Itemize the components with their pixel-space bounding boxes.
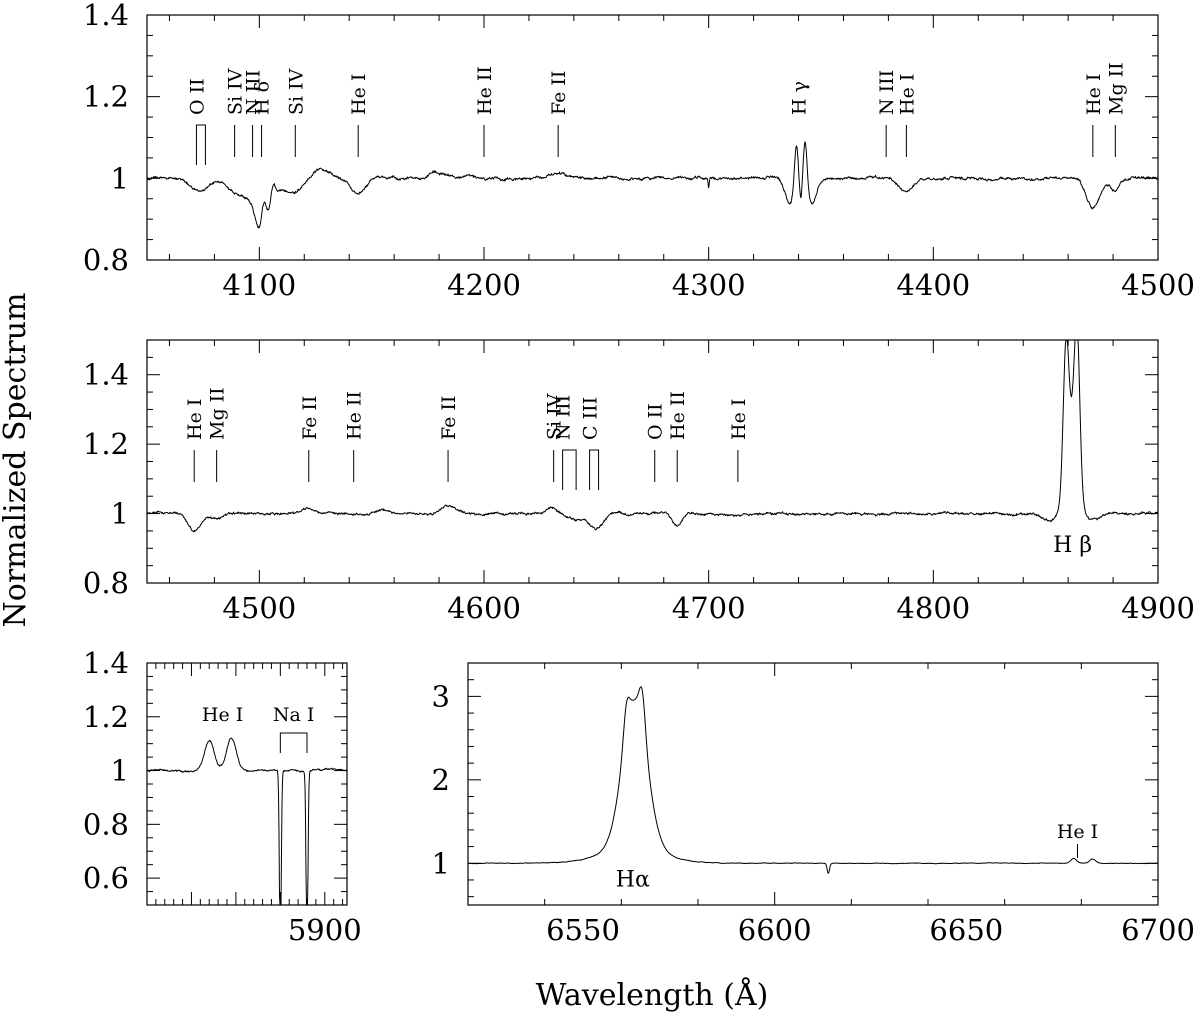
x-tick-label: 4200	[447, 268, 521, 302]
y-tick-label: 0.6	[83, 861, 129, 895]
line-id-label: He I	[896, 74, 918, 115]
x-tick-label: 6700	[1121, 913, 1195, 947]
x-tick-label: 4600	[447, 591, 521, 625]
line-marker	[562, 449, 577, 490]
annotation-label: Hα	[616, 868, 650, 893]
line-id-label: He I	[184, 399, 206, 440]
line-id-label: Na I	[273, 704, 315, 726]
line-id-label: C III	[580, 397, 602, 440]
chart-panel-3: 5900 0.6 0.8 1 1.2 1.4 He I Na I	[83, 646, 362, 947]
y-tick-label: 0.8	[83, 243, 129, 277]
y-tick-label: 1	[111, 161, 129, 195]
line-id-label: Mg II	[207, 387, 229, 440]
plot-frame	[146, 662, 348, 906]
plot-frame	[146, 14, 1159, 261]
y-tick-label: 1.4	[83, 0, 129, 32]
x-tick-label: 6600	[738, 913, 812, 947]
x-tick-label: 6650	[929, 913, 1003, 947]
line-id-label: He I	[348, 74, 370, 115]
spectrum-line	[146, 737, 348, 906]
line-marker	[279, 732, 308, 753]
x-tick-label: 4100	[222, 268, 296, 302]
line-id-label: H δ	[252, 81, 274, 115]
y-tick-label: 1	[111, 754, 129, 788]
y-tick-label: 1.4	[83, 358, 129, 392]
line-id-label: He II	[474, 66, 496, 115]
x-tick-label: 4900	[1121, 591, 1195, 625]
x-tick-label: 4700	[672, 591, 746, 625]
x-tick-label: 4500	[222, 591, 296, 625]
x-tick-label: 4300	[672, 268, 746, 302]
y-tick-label: 0.8	[83, 566, 129, 600]
y-tick-label: 0.8	[83, 807, 129, 841]
annotation-label: H β	[1053, 533, 1092, 558]
y-tick-label: 1	[111, 497, 129, 531]
line-id-label: He I	[1083, 74, 1105, 115]
line-id-label: N III	[243, 70, 265, 115]
line-id-label: Si IV	[544, 393, 566, 440]
plot-frame	[467, 662, 1159, 906]
y-tick-label: 2	[432, 763, 450, 797]
x-tick-label: 4400	[896, 268, 970, 302]
chart-panel-4: 6550 6600 6650 6700 1 2 3 He I Hα	[432, 662, 1195, 947]
x-tick-label: 6550	[546, 913, 620, 947]
line-id-label: He II	[667, 391, 689, 440]
y-tick-label: 1.4	[83, 646, 129, 680]
line-id-label: Fe II	[548, 71, 570, 115]
line-id-label: O II	[645, 403, 667, 440]
x-tick-label: 5900	[288, 913, 362, 947]
y-tick-label: 1.2	[83, 427, 129, 461]
line-id-label: O II	[186, 78, 208, 115]
y-axis-title: Normalized Spectrum	[0, 293, 33, 628]
x-axis-title: Wavelength (Å)	[536, 977, 769, 1013]
line-id-label: H γ	[789, 81, 811, 115]
line-id-label: He II	[344, 391, 366, 440]
line-id-label: N III	[876, 70, 898, 115]
line-marker	[589, 449, 600, 490]
line-id-label: He I	[202, 704, 243, 726]
y-tick-label: 1.2	[83, 80, 129, 114]
plot-frame	[146, 339, 1159, 584]
y-tick-label: 3	[432, 679, 450, 713]
spectrum-line	[146, 141, 1159, 229]
line-id-label: He I	[728, 399, 750, 440]
line-id-label: Fe II	[438, 396, 460, 440]
y-tick-label: 1	[432, 846, 450, 880]
x-tick-label: 4500	[1121, 268, 1195, 302]
y-tick-label: 1.2	[83, 700, 129, 734]
line-id-label: Fe II	[299, 396, 321, 440]
line-id-label: Mg II	[1105, 62, 1127, 115]
line-id-label: Si IV	[285, 68, 307, 115]
line-id-label: He I	[1057, 821, 1098, 843]
x-tick-label: 4800	[896, 591, 970, 625]
line-marker	[195, 124, 206, 165]
line-id-label: Si IV	[225, 68, 247, 115]
spectrum-line	[467, 686, 1159, 874]
spectrum-line	[146, 339, 1159, 533]
line-id-label: N III	[553, 395, 575, 440]
